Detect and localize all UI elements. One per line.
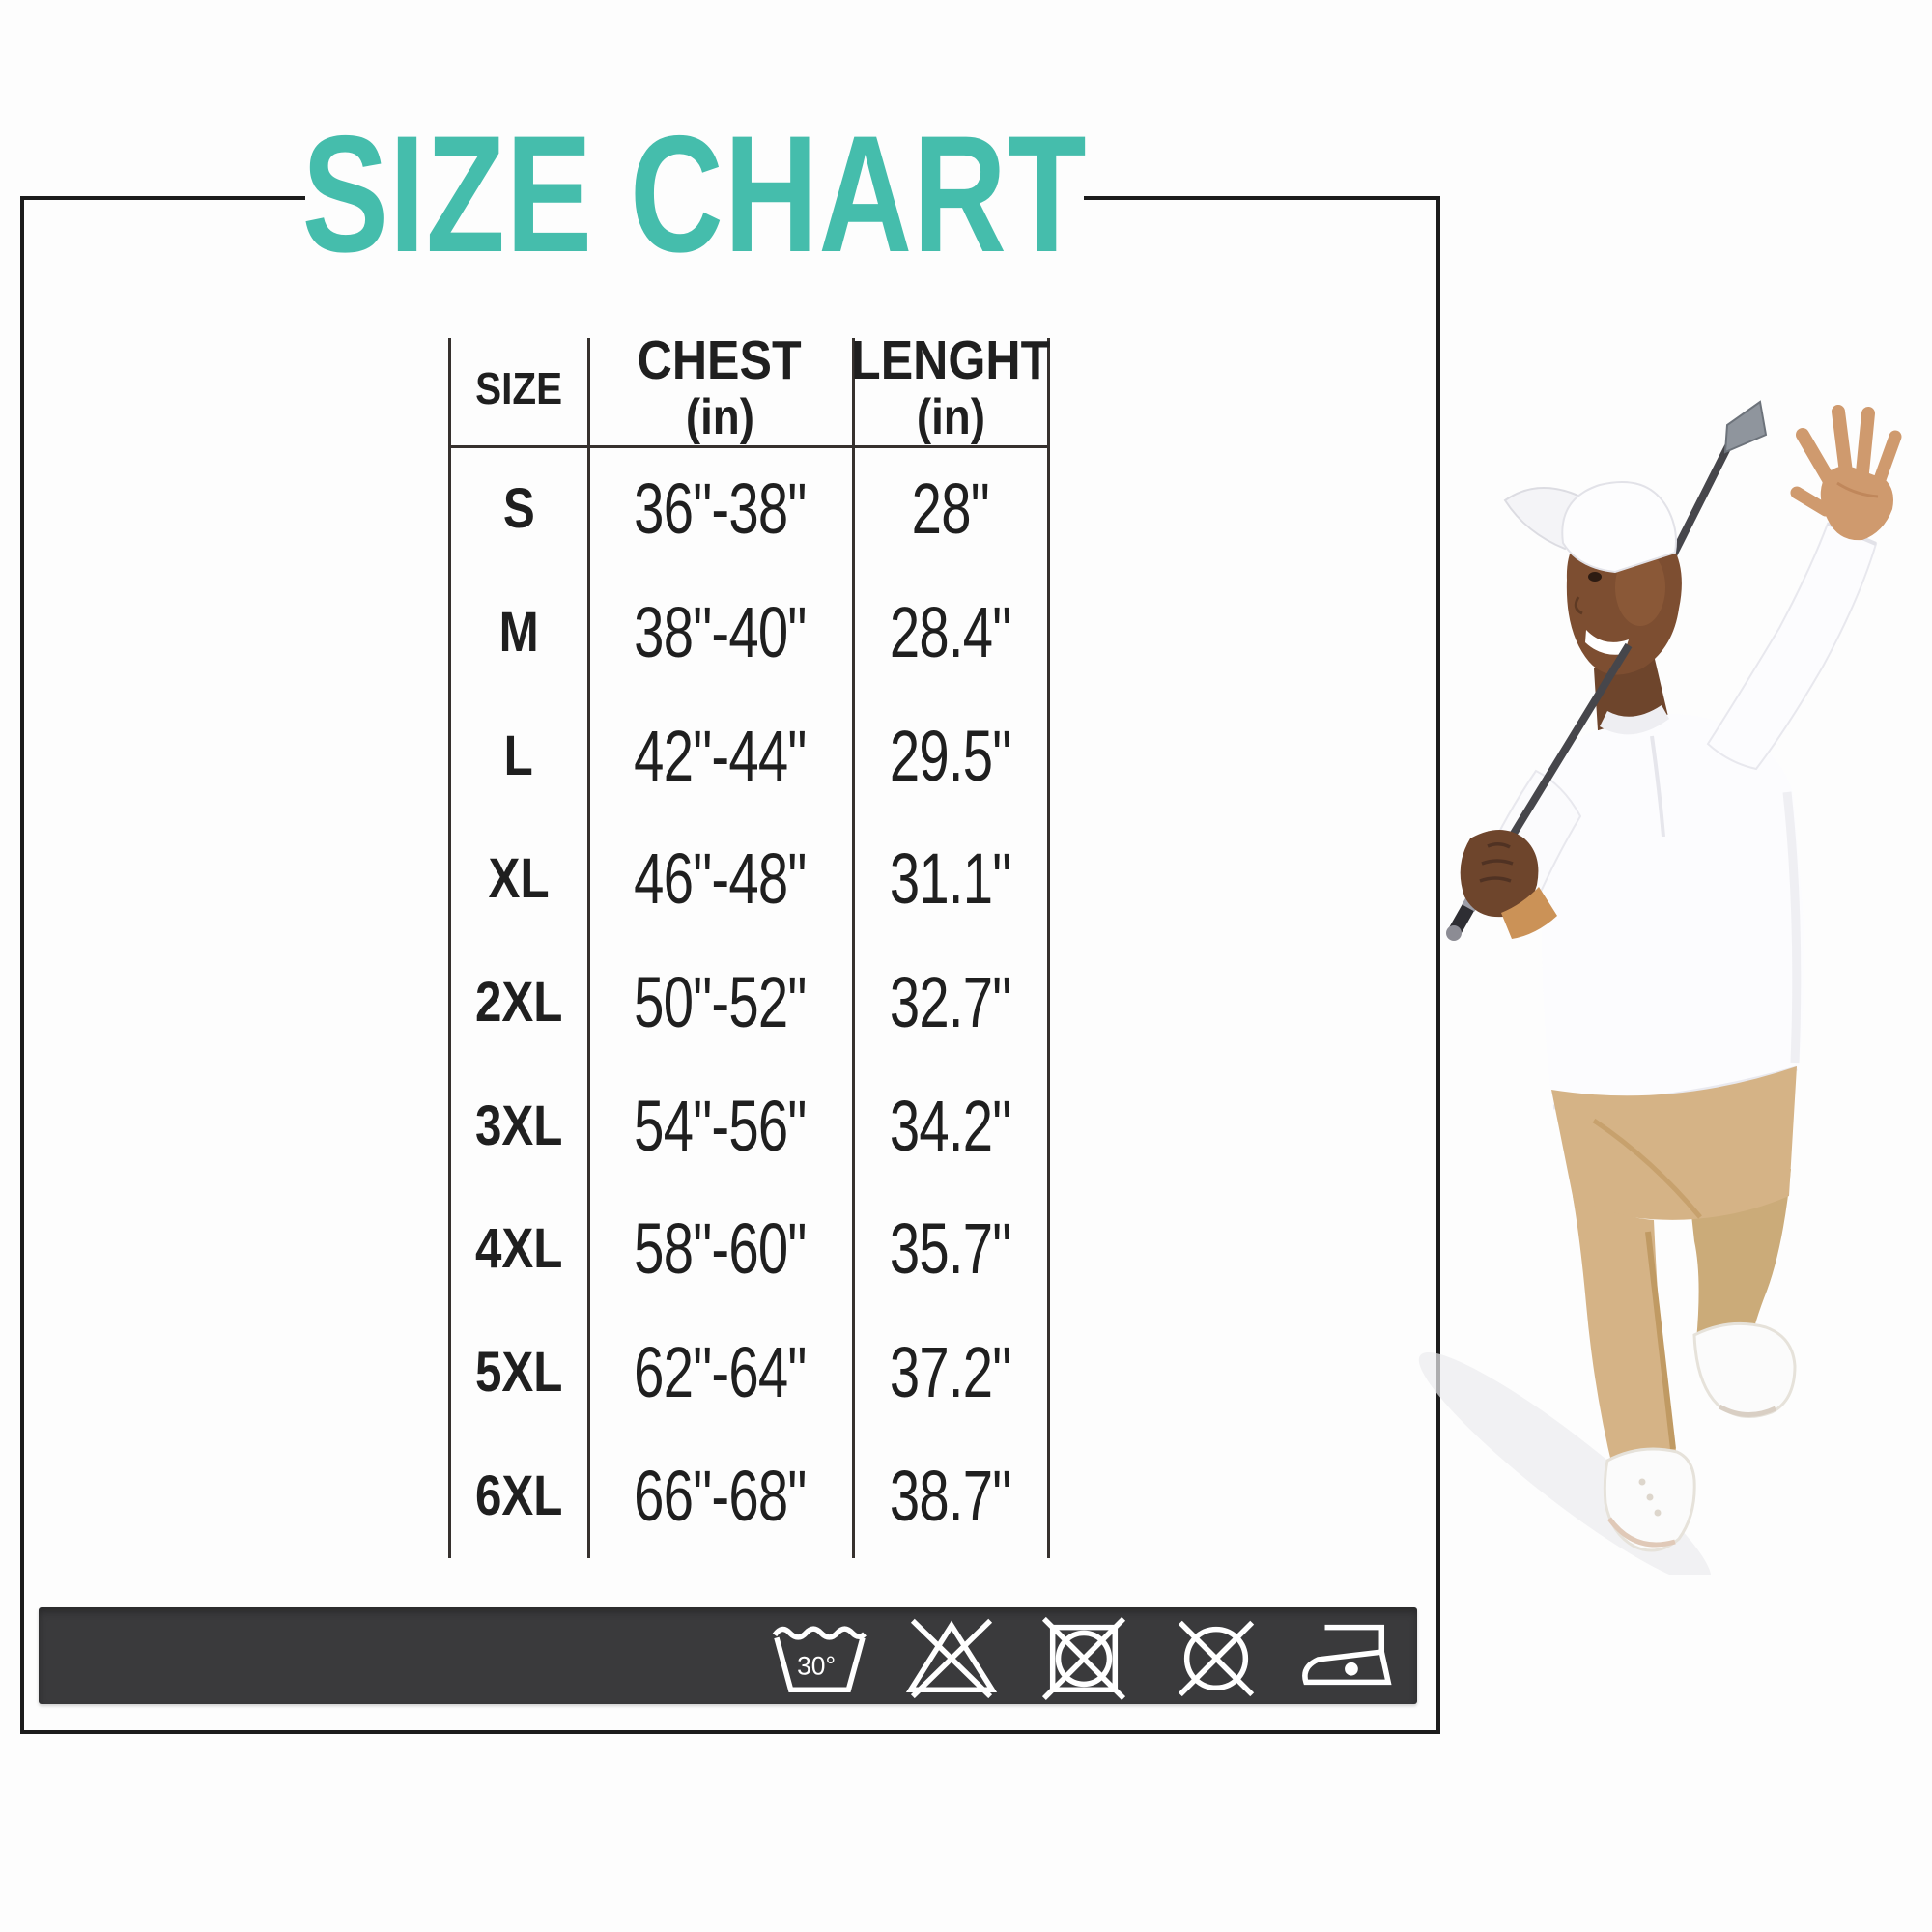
rear-leg: [1689, 1169, 1797, 1418]
row-m-length: 28.4": [890, 591, 1011, 672]
waving-arm: [1706, 405, 1902, 771]
neck: [1594, 655, 1669, 737]
raised-sleeve: [1706, 522, 1878, 771]
table-right-border: [1047, 338, 1050, 1558]
row-l-size: L: [503, 724, 534, 787]
open-hand: [1790, 405, 1902, 541]
golfer-pants: [1551, 1066, 1797, 1470]
table-header-row: SIZE CHEST (in) LENGHT (in): [450, 329, 1051, 445]
shirt: [1542, 714, 1804, 1111]
club-arm: [1446, 642, 1633, 941]
column-header-chest: CHEST (in): [637, 329, 803, 445]
row-5xl-length: 37.2": [890, 1331, 1011, 1412]
golf-club-shaft: [1455, 642, 1633, 926]
wash-30-icon: 30°: [765, 1610, 873, 1701]
row-2xl-length: 32.7": [890, 961, 1011, 1042]
table-left-border: [448, 338, 451, 1558]
page-title: SIZE CHART: [301, 101, 1088, 287]
sleeve: [1482, 769, 1582, 904]
care-icons-row: 30°: [765, 1609, 1403, 1702]
row-3xl-size: 3XL: [474, 1094, 563, 1157]
row-3xl-length: 34.2": [890, 1085, 1011, 1166]
glove-cuff: [1501, 887, 1557, 939]
row-5xl-chest: 62"-64": [633, 1331, 807, 1412]
row-l-length: 29.5": [890, 715, 1011, 796]
golf-club-head: [1622, 400, 1768, 651]
row-6xl-size: 6XL: [474, 1463, 563, 1527]
column-header-length: LENGHT (in): [850, 329, 1051, 445]
cap-crown: [1561, 481, 1677, 574]
cap-brim: [1503, 487, 1604, 551]
row-6xl-chest: 66"-68": [633, 1455, 807, 1536]
row-5xl-size: 5XL: [474, 1340, 563, 1404]
row-2xl-chest: 50"-52": [633, 961, 807, 1042]
floor-shadow: [1418, 1351, 1712, 1575]
front-shoe: [1603, 1447, 1696, 1552]
row-m-chest: 38"-40": [633, 591, 807, 672]
row-xl-chest: 46"-48": [633, 838, 807, 920]
column-header-size: SIZE: [475, 362, 562, 413]
collar: [1600, 705, 1669, 735]
row-s-length: 28": [911, 469, 990, 550]
row-4xl-chest: 58"-60": [633, 1208, 807, 1290]
row-4xl-size: 4XL: [474, 1217, 563, 1281]
rear-shoe: [1692, 1321, 1797, 1418]
face: [1566, 516, 1682, 675]
row-s-size: S: [502, 477, 535, 541]
gripping-hand: [1460, 830, 1539, 918]
golfer-head: [1503, 481, 1682, 737]
do-not-dry-clean-icon: [1162, 1610, 1270, 1701]
svg-text:30°: 30°: [797, 1652, 836, 1681]
row-l-chest: 42"-44": [633, 715, 807, 796]
row-xl-size: XL: [488, 847, 550, 911]
row-s-chest: 36"-38": [633, 469, 807, 550]
row-3xl-chest: 54"-56": [633, 1085, 807, 1166]
row-xl-length: 31.1": [890, 838, 1011, 920]
title-box: SIZE CHART: [302, 111, 1087, 277]
row-m-size: M: [498, 600, 539, 664]
table-body: S 36"-38" 28" M 38"-40" 28.4" L 42"-44" …: [450, 447, 1049, 1557]
do-not-bleach-icon: [897, 1610, 1006, 1701]
table-divider-size-chest: [587, 338, 590, 1558]
golfer-torso: [1542, 705, 1804, 1111]
table-header-underline: [448, 445, 1050, 448]
do-not-tumble-dry-icon: [1030, 1610, 1138, 1701]
table-divider-chest-length: [852, 338, 855, 1558]
row-4xl-length: 35.7": [890, 1208, 1011, 1290]
club-grip: [1448, 856, 1502, 935]
iron-icon: [1294, 1610, 1403, 1701]
row-2xl-size: 2XL: [474, 970, 563, 1034]
row-6xl-length: 38.7": [890, 1455, 1011, 1536]
eye: [1588, 572, 1602, 582]
smile: [1585, 630, 1629, 655]
